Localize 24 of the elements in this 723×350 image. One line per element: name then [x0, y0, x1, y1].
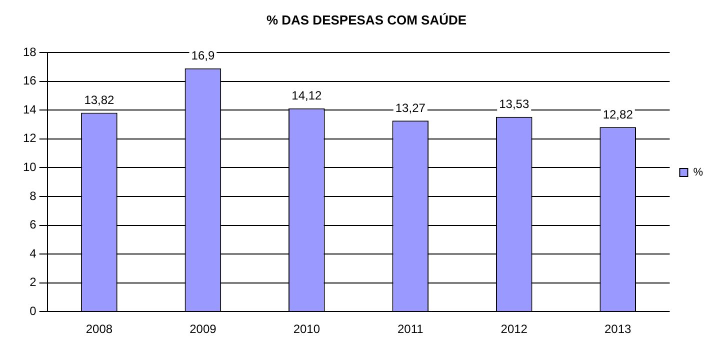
y-tick-label: 12: [22, 131, 37, 146]
y-tick-label: 0: [30, 304, 37, 318]
y-tick-label: 14: [22, 102, 37, 116]
data-label: 14,12: [292, 88, 322, 103]
x-tick-label: 2010: [293, 322, 320, 336]
data-label: 12,82: [602, 107, 634, 122]
y-tick-label: 2: [30, 275, 37, 290]
chart-title: % DAS DESPESAS COM SAÚDE: [266, 12, 467, 28]
x-tick-label: 2012: [500, 322, 528, 336]
data-label: 16,9: [191, 48, 215, 63]
data-label: 13,27: [395, 100, 426, 115]
y-tick-label: 4: [30, 246, 37, 260]
x-tick-label: 2009: [190, 322, 217, 336]
legend-label: %: [693, 166, 704, 179]
data-label: 13,53: [499, 97, 530, 112]
y-tick-label: 16: [22, 74, 37, 88]
data-label: 13,82: [84, 93, 115, 108]
x-tick-label: 2013: [604, 322, 632, 336]
y-tick-label: 10: [22, 160, 37, 174]
y-tick-label: 18: [22, 44, 37, 59]
x-tick-label: 2008: [86, 322, 113, 336]
x-tick-label: 2011: [397, 322, 424, 336]
y-tick-label: 8: [30, 188, 37, 203]
y-tick-label: 6: [30, 218, 37, 232]
